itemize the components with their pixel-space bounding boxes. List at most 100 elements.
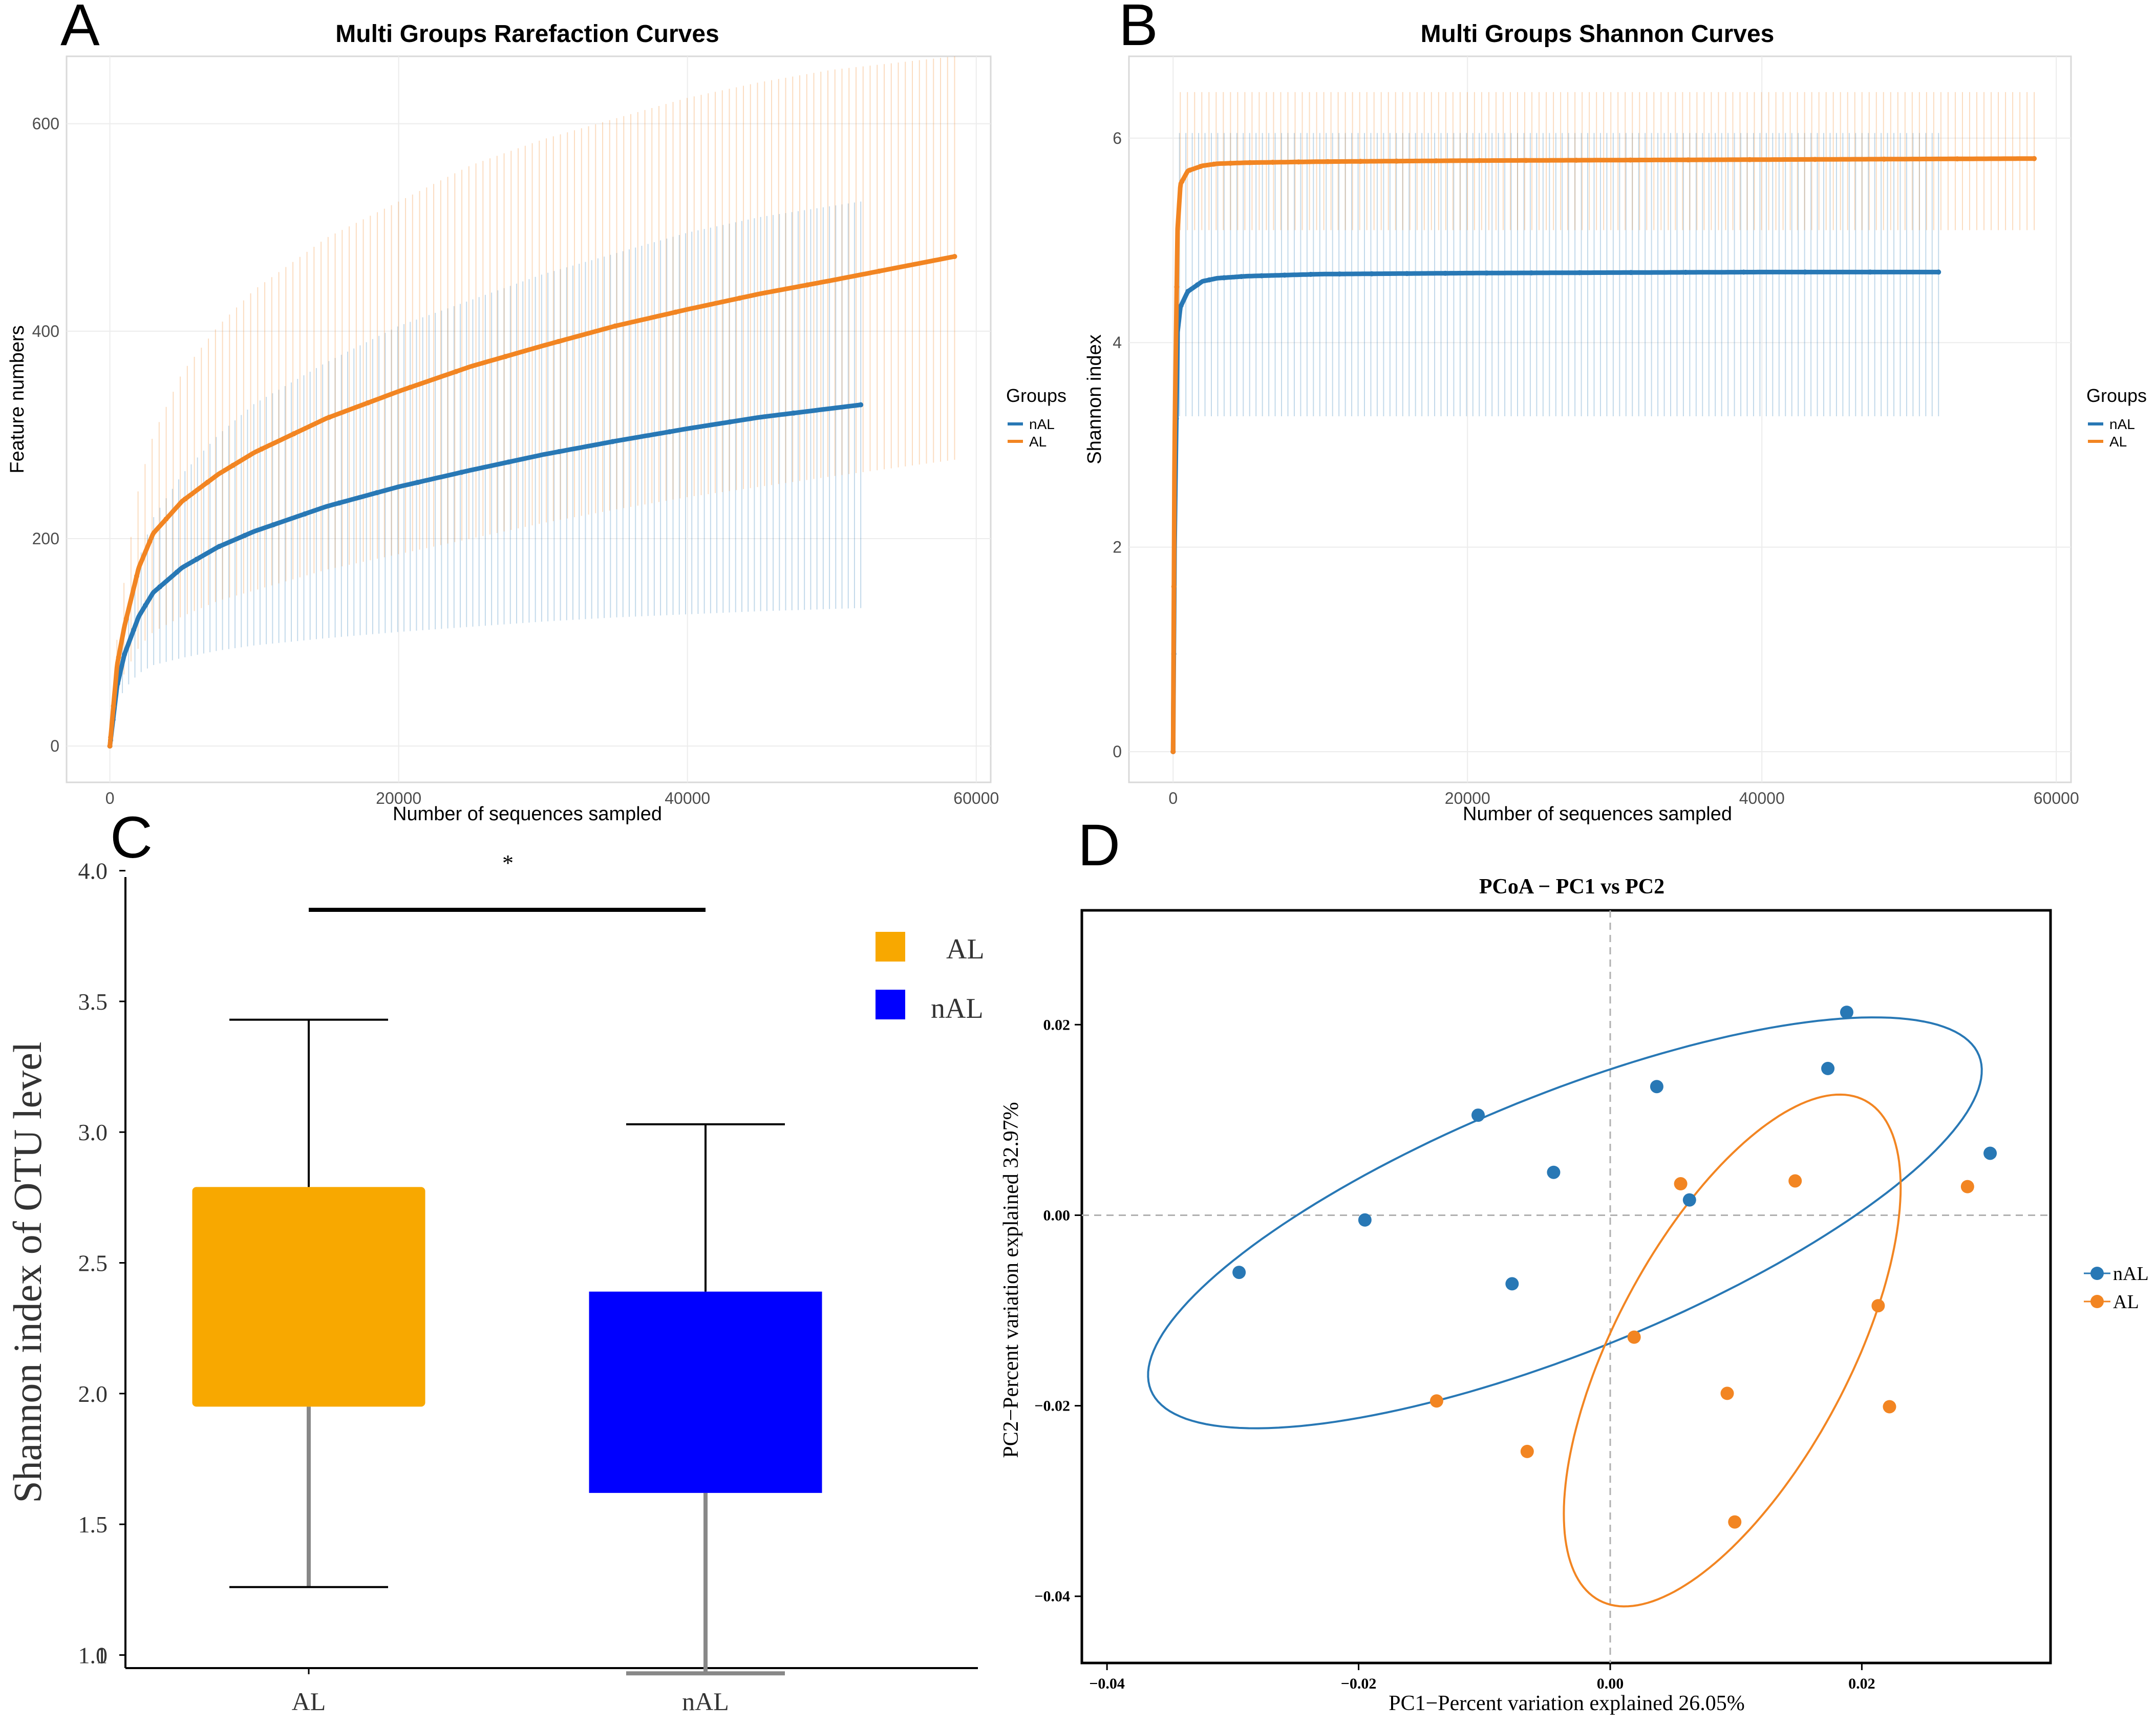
series-point-al [116,654,121,660]
y-tick-label: −0.04 [1034,1588,1070,1605]
chart-c-legend-swatch-al [876,932,905,962]
series-point-nal [1867,269,1873,275]
series-point-al [259,446,265,452]
x-tick-label: nAL [682,1687,729,1716]
series-point-nal [157,584,163,590]
x-tick-label: 0.02 [1848,1675,1875,1692]
series-point-al [111,703,116,709]
chart-a-x-axis-label: Number of sequences sampled [393,803,662,825]
chart-a-y-axis-label: Feature numbers [7,325,28,473]
series-point-al [230,462,236,468]
series-point-nal [1442,270,1448,276]
scatter-point-al [1720,1386,1734,1400]
chart-a-legend-nal: nAL [1029,416,1055,432]
series-point-al [134,573,139,579]
x-tick-label: 0.00 [1597,1675,1624,1692]
chart-d-ellipses [1147,1016,1983,1608]
box-al [192,1187,425,1407]
x-tick-label: 60000 [953,789,999,807]
y-tick-label: 200 [32,529,59,548]
chart-c-legend: AL nAL [876,932,985,1025]
y-tick-label: −0.02 [1034,1398,1070,1415]
y-tick-label: 2 [1113,538,1122,557]
scatter-point-nal [1840,1006,1853,1019]
series-point-al [107,743,113,749]
x-tick-label: 0 [1168,789,1178,807]
series-point-al [1747,157,1753,162]
chart-a-grid [67,56,991,782]
chart-b-legend-al: AL [2109,434,2127,450]
y-tick-label: 0.02 [1043,1016,1071,1033]
chart-d-legend-al: AL [2113,1291,2139,1313]
panel-a: A Multi Groups Rarefaction Curves 0 20000… [7,0,1066,825]
chart-d-plot-area [1080,909,2052,1665]
chart-b-legend-nal: nAL [2109,416,2135,432]
series-point-al [205,479,210,485]
scatter-point-al [1788,1174,1802,1188]
scatter-point-nal [1358,1213,1372,1227]
panel-letter-c: C [110,805,153,870]
series-point-al [1573,157,1579,163]
series-point-al [1434,158,1439,164]
series-point-nal [1282,272,1288,278]
series-point-nal [1404,271,1410,276]
series-point-nal [1369,271,1375,276]
series-point-al [1954,156,1960,162]
x-tick-label: 60000 [2034,789,2079,807]
series-point-nal [727,419,733,425]
series-point-al [1477,158,1482,163]
scatter-point-nal [1821,1061,1835,1075]
series-point-al [1394,158,1399,164]
panel-letter-b: B [1119,0,1158,58]
series-point-nal [131,627,137,633]
series-point-al [1523,158,1529,163]
scatter-point-nal [1232,1266,1246,1279]
series-point-al [1628,157,1633,163]
series-point-nal [242,532,248,538]
chart-c-legend-al: AL [946,933,985,965]
panel-b: B Multi Groups Shannon Curves 0 20000 4000… [1084,0,2147,825]
series-point-nal [556,449,562,455]
x-tick-label: 0 [105,789,115,807]
panel-letter-d: D [1078,813,1120,878]
y-tick-label: 3.0 [78,1119,108,1145]
series-point-nal [1683,269,1689,275]
chart-a-legend-al: AL [1029,434,1047,450]
series-point-al [1171,584,1177,589]
series-point-nal [1741,269,1746,275]
series-point-nal [143,603,148,608]
panel-c: C 11.0 1.5 2.0 2.5 3.0 3.5 4.0 AL nAL * Shannon … [5,805,985,1716]
chart-a-legend-title: Groups [1006,385,1066,406]
series-point-al [952,253,957,259]
series-point-nal [1628,270,1634,275]
chart-b-legend: Groups nAL AL [2086,385,2147,450]
chart-d-tick-labels: −0.04 −0.02 0.00 0.02 −0.04 −0.02 0.00 0.02 [1034,1016,1875,1692]
y-tick-label: 2.0 [78,1381,108,1407]
series-point-nal [415,480,420,485]
series-point-al [453,369,459,374]
y-tick-label: 600 [32,115,59,133]
series-point-al [1270,160,1275,165]
scatter-point-al [1728,1515,1742,1529]
series-point-al [1179,179,1185,184]
series-point-nal [122,652,127,657]
confidence-ellipse-nal [1147,1016,1983,1430]
series-point-nal [194,557,200,562]
series-point-al [1882,156,1887,162]
scatter-point-nal [1471,1108,1485,1122]
series-point-al [2032,156,2037,161]
series-point-al [1170,749,1176,755]
series-point-al [291,431,296,437]
series-point-nal [858,402,864,408]
scatter-point-al [1520,1444,1534,1458]
series-point-nal [791,410,797,416]
chart-d-legend-marker-nal [2090,1267,2104,1280]
series-point-al [612,323,618,329]
scatter-point-al [1429,1394,1443,1408]
chart-d-legend-nal: nAL [2113,1263,2149,1285]
scatter-point-nal [1983,1146,1997,1160]
scatter-point-nal [1650,1080,1663,1094]
series-point-al [1358,159,1363,164]
series-point-nal [1484,270,1489,276]
box-nal [589,1291,822,1493]
